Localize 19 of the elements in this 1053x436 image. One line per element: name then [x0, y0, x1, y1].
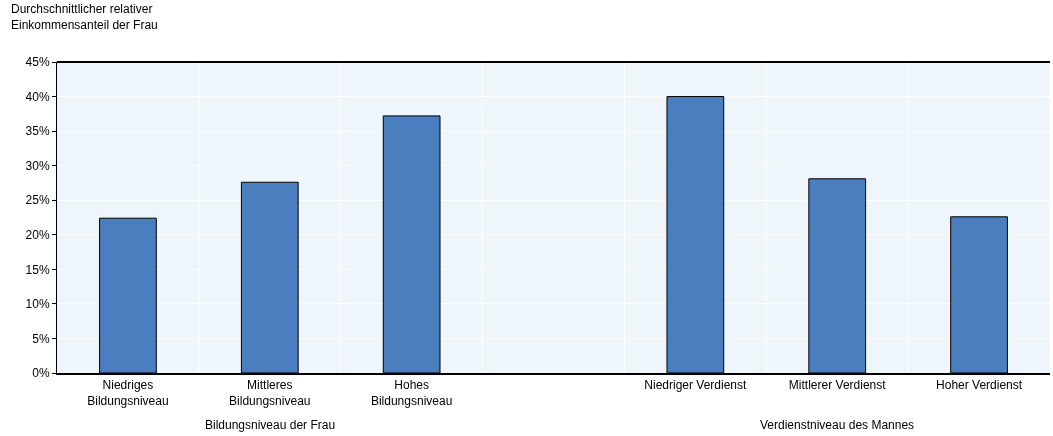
y-tick-label: 45% — [25, 55, 50, 70]
y-tick-label: 35% — [25, 124, 50, 139]
y-tick-label: 25% — [25, 193, 50, 208]
text: Bildungsniveau der Frau — [205, 418, 336, 432]
y-tick-label: 15% — [25, 262, 50, 277]
y-tick-label: 20% — [25, 227, 50, 242]
x-tick-label: Niedriger Verdienst — [644, 378, 748, 393]
x-tick-label: Niedriges Bildungsniveau — [87, 378, 169, 408]
y-tick-label: 10% — [25, 297, 50, 312]
x-tick-label: Mittlerer Verdienst — [788, 378, 887, 393]
x-tick-label: Hohes Bildungsniveau — [370, 378, 453, 408]
y-tick-label: 0% — [32, 366, 50, 381]
y-axis-title: Durchschnittlicher relativer Einkommensanteil der Frau — [11, 2, 158, 32]
x-tick-label: Mittleres Bildungsniveau — [229, 378, 311, 408]
y-tick-label: 40% — [25, 89, 50, 104]
y-tick-label: 5% — [32, 331, 50, 346]
y-tick-label: 30% — [25, 158, 50, 173]
text: Verdienstniveau des Mannes — [760, 418, 915, 432]
x-tick-label: Hoher Verdienst — [936, 378, 1023, 393]
